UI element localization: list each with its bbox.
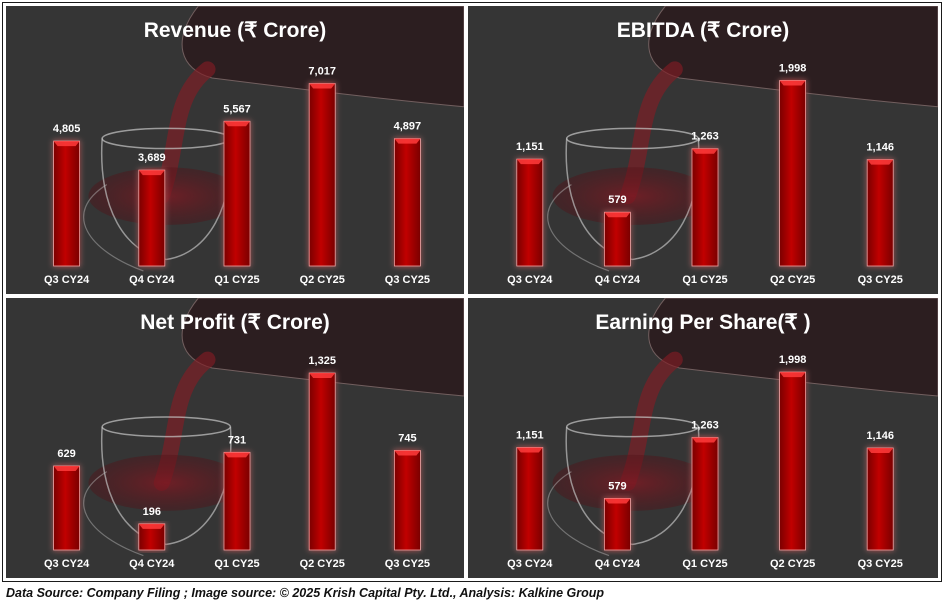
wine-glass-backdrop (547, 298, 938, 557)
bar-top-bevel (138, 523, 165, 529)
bar-top-bevel (53, 465, 80, 471)
bar-q3-cy25 (393, 138, 421, 267)
bar-top-bevel (604, 212, 631, 218)
data-label: 1,325 (308, 355, 336, 367)
data-label: 7,017 (308, 66, 336, 78)
bar-q3-cy24 (516, 447, 544, 551)
x-tick-label: Q2 CY25 (300, 558, 345, 570)
bar-top-bevel (779, 80, 806, 86)
data-label: 731 (228, 434, 246, 446)
bar-top-bevel (692, 437, 718, 443)
chart-canvas: 1,151 Q3 CY24 579 Q4 CY24 1,263 Q1 CY25 1,998 Q… (507, 6, 938, 286)
net-profit-chart-panel: 629 Q3 CY24 196 Q4 CY24 731 Q1 CY25 1,325 Q2 CY… (6, 298, 464, 578)
bar-q1-cy25 (223, 451, 251, 551)
bar-q1-cy25 (691, 148, 719, 267)
data-label: 1,151 (516, 430, 544, 442)
x-tick-label: Q3 CY25 (858, 274, 903, 286)
x-tick-label: Q1 CY25 (682, 274, 727, 286)
bar-q2-cy25 (308, 372, 336, 551)
x-tick-label: Q1 CY25 (214, 274, 259, 286)
eps-chart-panel: 1,151 Q3 CY24 579 Q4 CY24 1,263 Q1 CY25 1,998 Q… (468, 298, 938, 578)
x-tick-label: Q1 CY25 (214, 558, 259, 570)
bar-q3-cy24 (53, 140, 80, 267)
chart-title: EBITDA (₹ Crore) (616, 19, 790, 42)
bar-q2-cy25 (779, 371, 807, 551)
wine-glass-backdrop (83, 298, 464, 557)
bar-top-bevel (867, 447, 894, 453)
data-label: 1,998 (779, 354, 807, 366)
bar-q3-cy25 (866, 159, 894, 267)
data-label: 1,146 (866, 142, 894, 154)
bar-top-bevel (516, 159, 543, 165)
data-label: 1,151 (516, 141, 544, 153)
bar-top-bevel (309, 83, 336, 89)
bar-q4-cy24 (603, 211, 631, 267)
bar-q4-cy24 (603, 498, 631, 551)
data-label: 1,146 (866, 430, 894, 442)
chart-canvas: 1,151 Q3 CY24 579 Q4 CY24 1,263 Q1 CY25 1,998 Q… (507, 298, 938, 570)
bar-top-bevel (867, 159, 894, 165)
x-tick-label: Q3 CY24 (44, 274, 90, 286)
bar-top-bevel (604, 498, 631, 504)
bar-q3-cy24 (53, 465, 80, 551)
bar-top-bevel (516, 447, 543, 453)
x-tick-label: Q3 CY25 (385, 274, 430, 286)
bar-top-bevel (53, 141, 80, 147)
bar-top-bevel (394, 450, 421, 456)
bar-top-bevel (224, 452, 250, 458)
chart-title: Net Profit (₹ Crore) (140, 311, 330, 334)
chart-canvas: 4,805 Q3 CY24 3,689 Q4 CY24 5,567 Q1 CY25 7,01… (44, 6, 464, 286)
bar-top-bevel (224, 121, 250, 127)
x-tick-label: Q4 CY24 (129, 274, 175, 286)
bar-q3-cy25 (866, 447, 894, 551)
x-tick-label: Q1 CY25 (682, 558, 727, 570)
data-label: 196 (143, 506, 161, 518)
bar-q4-cy24 (138, 169, 166, 267)
data-label: 629 (57, 448, 75, 460)
x-tick-label: Q4 CY24 (129, 558, 175, 570)
x-tick-label: Q3 CY25 (385, 558, 430, 570)
data-label: 1,998 (779, 62, 807, 74)
x-tick-label: Q4 CY24 (595, 558, 641, 570)
wine-glass-backdrop (547, 6, 938, 272)
data-label: 579 (608, 194, 626, 206)
x-tick-label: Q3 CY24 (44, 558, 90, 570)
data-label: 1,263 (691, 131, 719, 143)
data-label: 579 (608, 480, 626, 492)
data-label: 4,897 (394, 121, 422, 133)
ebitda-chart-panel: 1,151 Q3 CY24 579 Q4 CY24 1,263 Q1 CY25 1,998 Q… (468, 6, 938, 294)
x-tick-label: Q2 CY25 (770, 558, 815, 570)
bar-q2-cy25 (779, 80, 807, 267)
bar-top-bevel (138, 170, 165, 176)
bar-q1-cy25 (223, 120, 251, 267)
bar-top-bevel (779, 372, 806, 378)
bar-q1-cy25 (691, 437, 719, 551)
data-label: 4,805 (53, 123, 81, 135)
bar-top-bevel (394, 138, 421, 144)
chart-title: Revenue (₹ Crore) (143, 19, 327, 42)
bar-q3-cy24 (516, 158, 544, 267)
wine-glass-backdrop (83, 6, 464, 272)
bar-top-bevel (692, 148, 718, 154)
x-tick-label: Q3 CY25 (858, 558, 903, 570)
bar-q2-cy25 (308, 83, 336, 267)
x-tick-label: Q2 CY25 (770, 274, 815, 286)
x-tick-label: Q3 CY24 (507, 274, 553, 286)
revenue-chart-panel: 4,805 Q3 CY24 3,689 Q4 CY24 5,567 Q1 CY25 7,01… (6, 6, 464, 294)
bar-top-bevel (309, 373, 336, 379)
data-label: 1,263 (691, 420, 719, 432)
data-label: 745 (398, 432, 416, 444)
source-footnote: Data Source: Company Filing ; Image sour… (6, 586, 605, 600)
chart-canvas: 629 Q3 CY24 196 Q4 CY24 731 Q1 CY25 1,325 Q2 CY… (44, 298, 464, 570)
figure-frame: 4,805 Q3 CY24 3,689 Q4 CY24 5,567 Q1 CY25 7,01… (2, 2, 942, 582)
data-label: 3,689 (138, 152, 166, 164)
bar-q3-cy25 (393, 450, 421, 551)
data-label: 5,567 (223, 103, 251, 115)
x-tick-label: Q4 CY24 (595, 274, 641, 286)
x-tick-label: Q3 CY24 (507, 558, 553, 570)
chart-title: Earning Per Share(₹ ) (595, 311, 811, 334)
x-tick-label: Q2 CY25 (300, 274, 345, 286)
